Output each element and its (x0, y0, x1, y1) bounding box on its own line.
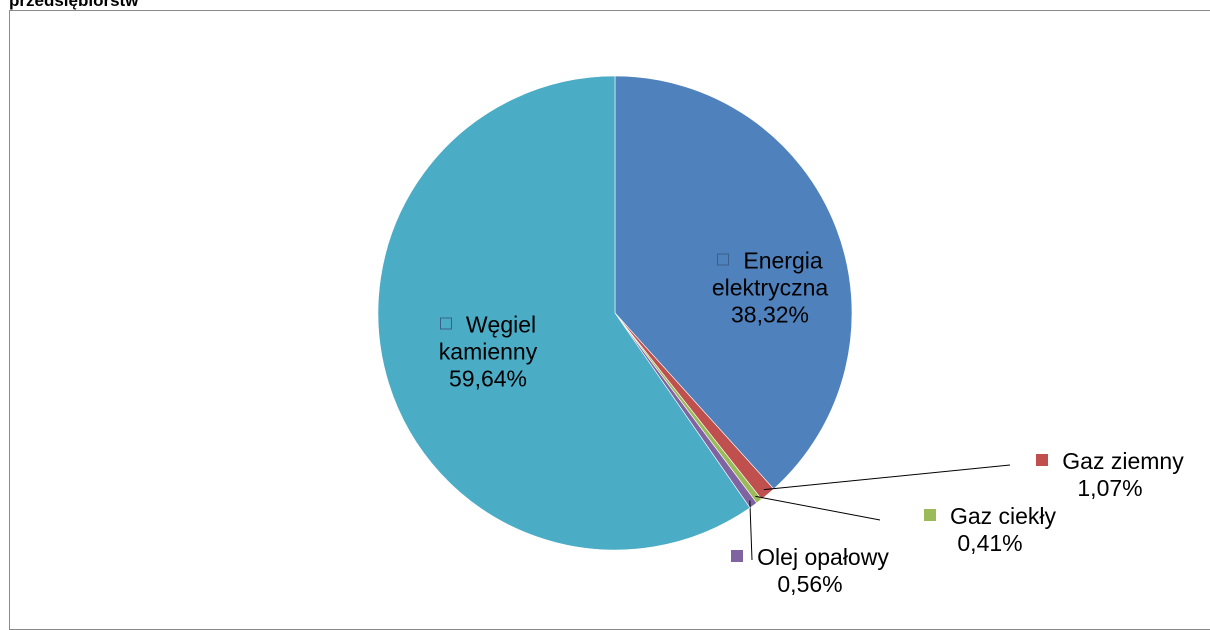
chart (377, 75, 1011, 561)
value-label: 59,64% (448, 365, 527, 392)
slice-label: Gaz ciekły 0,41% (910, 503, 1070, 557)
value-label: 0,41% (957, 530, 1023, 556)
leader-line (755, 495, 881, 521)
leader-line (763, 464, 1011, 491)
category-label: Gaz ciekły (949, 503, 1057, 529)
page: przedsiębiorstw (() => { const data = JS… (9, 0, 1210, 630)
category-label: Olej opałowy (757, 544, 889, 570)
slice-label: Gaz ziemny 1,07% (1015, 448, 1205, 502)
pie-slice (377, 75, 751, 551)
value-label: 38,32% (730, 301, 809, 328)
category-label: Węgiel kamienny (438, 311, 538, 365)
slice-label: Energia elektryczna 38,32% (675, 248, 865, 329)
legend-marker (1036, 454, 1049, 466)
legend-marker (923, 509, 936, 521)
legend-marker (439, 317, 452, 330)
value-label: 1,07% (1077, 475, 1143, 501)
slice-label: Olej opałowy 0,56% (710, 544, 910, 598)
leader-line (749, 500, 753, 561)
legend-marker (717, 253, 730, 266)
pie-slice (614, 75, 853, 490)
chart-title: przedsiębiorstw (9, 0, 139, 10)
category-label: Energia elektryczna (711, 247, 829, 301)
value-label: 0,56% (777, 571, 843, 597)
legend-marker (731, 550, 744, 562)
slice-label: Węgiel kamienny 59,64% (388, 312, 588, 393)
category-label: Gaz ziemny (1062, 448, 1184, 474)
